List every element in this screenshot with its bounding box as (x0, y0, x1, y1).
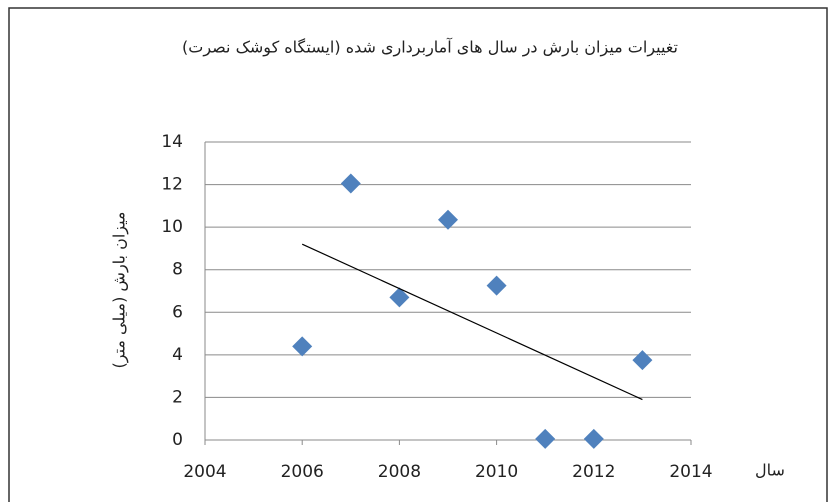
y-tick-label: 12 (161, 175, 183, 195)
x-tick-label: 2004 (183, 462, 226, 482)
point (340, 173, 361, 194)
y-tick-label: 0 (172, 430, 183, 450)
point (389, 287, 410, 308)
trendline (301, 243, 643, 401)
y-tick-label: 8 (172, 260, 183, 280)
x-tick-label: 2008 (378, 462, 421, 482)
x-tick-label: 2006 (281, 462, 324, 482)
y-tick-label: 6 (172, 302, 183, 322)
point (583, 428, 604, 449)
chart-frame (8, 7, 828, 502)
x-tick-label: 2012 (572, 462, 615, 482)
x-tick-label: 2010 (475, 462, 518, 482)
x-tick-label: 2014 (669, 462, 712, 482)
point (438, 209, 458, 230)
chart-title: تغییرات میزان بارش در سال های آماربرداری… (182, 38, 678, 58)
point (292, 336, 313, 357)
y-axis-label: میزان بارش (میلی متر) (110, 211, 130, 368)
point (535, 428, 556, 449)
y-tick-label: 4 (172, 345, 183, 365)
y-tick-label: 14 (161, 132, 183, 152)
point (632, 350, 653, 371)
y-tick-label: 2 (172, 387, 183, 407)
y-tick-label: 10 (161, 217, 183, 237)
x-axis-label: سال (755, 461, 785, 480)
point (486, 275, 507, 296)
